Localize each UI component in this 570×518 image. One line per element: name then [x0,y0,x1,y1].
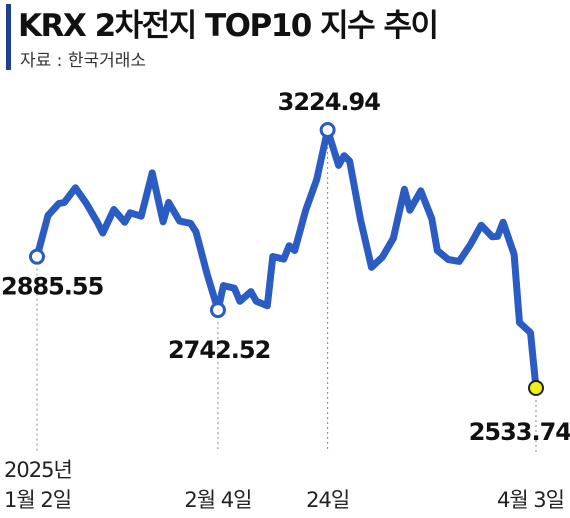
chart-title: KRX 2차전지 TOP10 지수 추이 [18,8,439,44]
value-labels: 2885.55 2742.52 3224.94 2533.74 [1,88,570,446]
series-line-group [33,126,540,392]
marker-end [528,380,544,396]
value-label-high: 3224.94 [278,88,381,116]
x-tick-label: 2025년 [4,458,72,482]
vertical-guide-lines [36,142,537,452]
value-label-low: 2742.52 [168,336,270,364]
source-note: 자료 : 한국거래소 [20,51,147,71]
marker-low [209,302,226,319]
marker-high [319,122,336,138]
value-label-start: 2885.55 [1,273,104,301]
x-tick-label: 2월 4일 [184,488,251,512]
x-axis-labels: 2025년 1월 2일 2월 4일 24일 4월 3일 [4,458,565,512]
marker-start [29,248,45,265]
title-accent-bar [6,4,11,70]
x-tick-label: 1월 2일 [4,488,71,512]
value-label-end: 2533.74 [469,418,570,446]
x-tick-label: 4월 3일 [497,488,564,512]
x-tick-label: 24일 [306,488,349,512]
point-markers [29,122,544,396]
index-series-line [33,126,540,392]
